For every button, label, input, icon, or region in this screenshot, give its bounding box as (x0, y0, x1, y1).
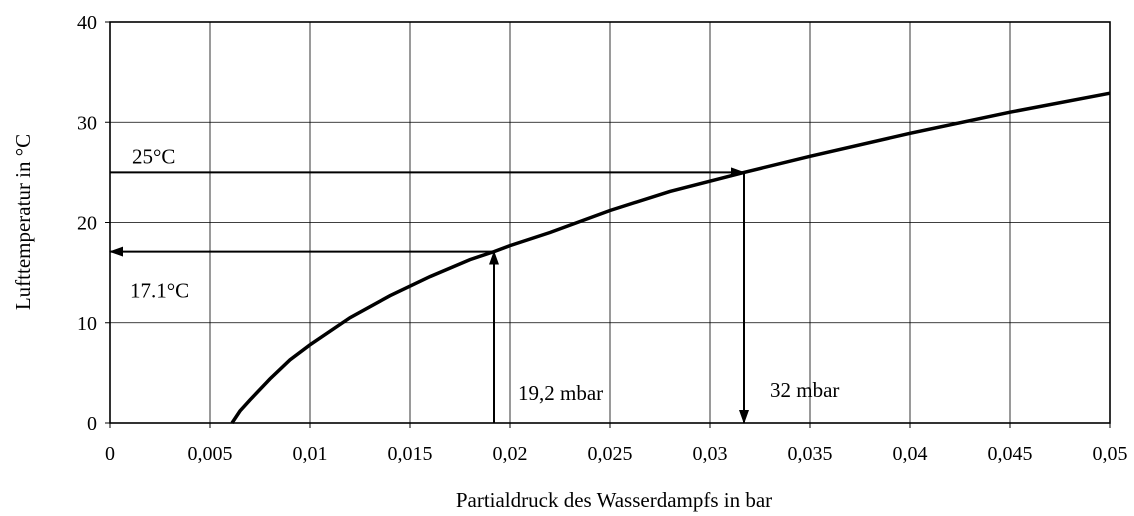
grid (109, 21, 1111, 424)
x-tick-label: 0,03 (693, 443, 728, 465)
y-tick-label: 0 (87, 413, 97, 435)
tick-labels: 0 0,005 0,01 0,015 0,02 0,025 0,03 0,035 0,04 0,0… (77, 12, 1128, 465)
series-line-0 (230, 91, 1111, 424)
y-tick-label: 20 (77, 213, 97, 235)
x-tick-label: 0,045 (988, 443, 1033, 465)
y-tick-label: 40 (77, 12, 97, 34)
x-axis-label: Partialdruck des Wasserdampfs in bar (456, 488, 772, 512)
y-tick-label: 10 (77, 313, 97, 335)
x-tick-label: 0,05 (1093, 443, 1128, 465)
x-tick-label: 0,04 (893, 443, 928, 465)
x-tick-label: 0,035 (788, 443, 833, 465)
x-tick-label: 0,01 (293, 443, 328, 465)
x-tick-label: 0,02 (493, 443, 528, 465)
y-tick-label: 30 (77, 112, 97, 134)
annotation-25c: 25°C (132, 144, 175, 168)
x-tick-label: 0,005 (188, 443, 233, 465)
annotation-17-1c: 17.1°C (130, 279, 189, 303)
x-tick-label: 0,015 (388, 443, 433, 465)
plot-area (230, 91, 1111, 424)
x-tick-label: 0 (105, 443, 115, 465)
x-tick-label: 0,025 (588, 443, 633, 465)
annotation-arrows (109, 167, 749, 424)
y-axis-label: Lufttemperatur in °C (11, 134, 35, 310)
annotation-32-mbar: 32 mbar (770, 378, 839, 402)
annotation-19-2-mbar: 19,2 mbar (518, 381, 603, 405)
